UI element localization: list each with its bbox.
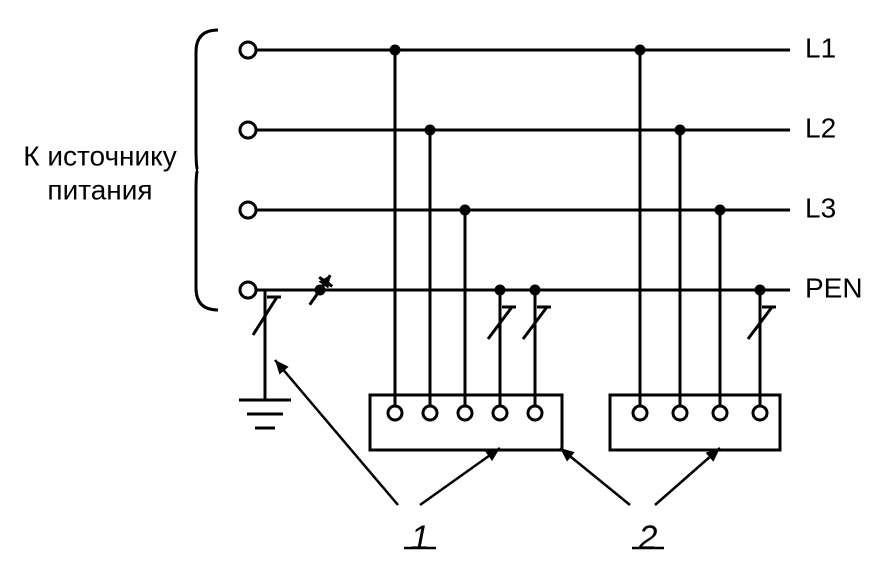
svg-text:питания: питания	[47, 174, 152, 205]
svg-text:PEN: PEN	[805, 272, 863, 303]
svg-text:L2: L2	[805, 112, 836, 143]
svg-text:1: 1	[411, 519, 430, 557]
svg-text:2: 2	[638, 519, 658, 557]
svg-text:L3: L3	[805, 192, 836, 223]
svg-text:К источнику: К источнику	[23, 140, 176, 171]
svg-text:L1: L1	[805, 32, 836, 63]
